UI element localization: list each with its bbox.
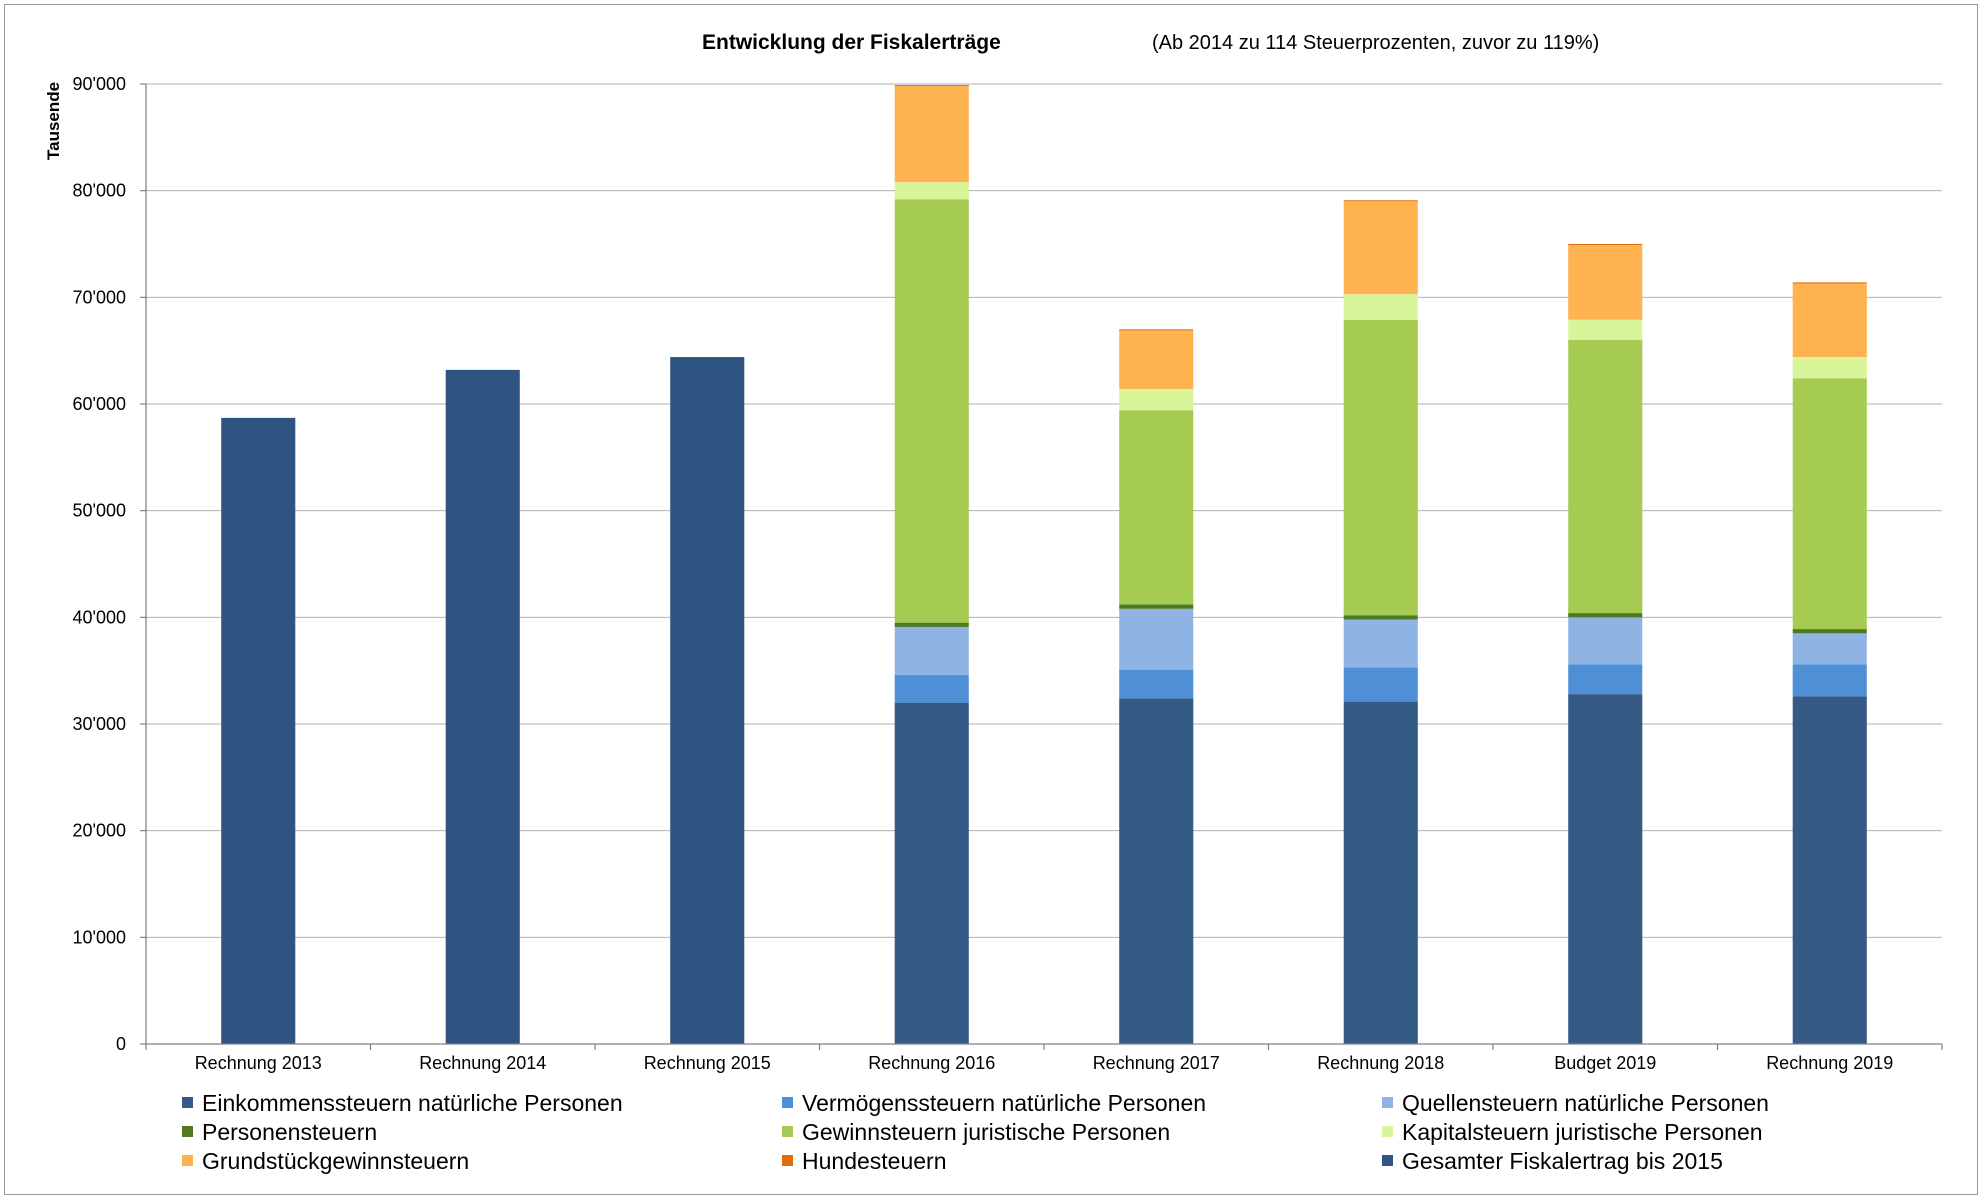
x-tick-label: Budget 2019 [1554,1053,1656,1073]
bar-segment: Grundstückgewinnsteuern – Rechnung 2017:… [1119,330,1194,390]
chart-subtitle: (Ab 2014 zu 114 Steuerprozenten, zuvor z… [1152,32,1599,54]
bar-segment: Gewinnsteuern juristische Personen – Rec… [1343,319,1418,616]
bar-segment: Einkommenssteuern natürliche Personen – … [894,702,969,1044]
legend-swatch [182,1126,193,1137]
legend-swatch [782,1155,793,1166]
x-tick-label: Rechnung 2013 [195,1053,322,1073]
bar-segment: Gewinnsteuern juristische Personen – Rec… [894,199,969,623]
bar-segment: Personensteuern – Rechnung 2019: 400 [1792,629,1867,634]
legend-label: Gesamter Fiskalertrag bis 2015 [1402,1148,1723,1174]
legend-label: Einkommenssteuern natürliche Personen [202,1090,623,1116]
bar-segment: Einkommenssteuern natürliche Personen – … [1792,696,1867,1044]
chart-frame [4,4,1978,1195]
bar-segment: Hundesteuern – Rechnung 2017: 100 [1119,329,1194,331]
x-tick-label: Rechnung 2017 [1093,1053,1220,1073]
bar-segment: Gesamter Fiskalertrag bis 2015 – Rechnun… [221,417,296,1044]
legend-swatch [182,1155,193,1166]
bar-segment: Personensteuern – Rechnung 2017: 400 [1119,604,1194,609]
bar-segment: Einkommenssteuern natürliche Personen – … [1119,698,1194,1044]
bar-segment: Personensteuern – Rechnung 2018: 400 [1343,615,1418,620]
bar-segment: Personensteuern – Rechnung 2016: 400 [894,622,969,627]
bar-series: Gesamter Fiskalertrag bis 2015 – Rechnun… [221,85,1867,1045]
legend-label: Kapitalsteuern juristische Personen [1402,1119,1763,1145]
bar-segment: Kapitalsteuern juristische Personen – Re… [1119,389,1194,411]
bar-segment: Vermögenssteuern natürliche Personen – R… [1792,664,1867,697]
bar-segment: Einkommenssteuern natürliche Personen – … [1568,694,1643,1044]
legend-swatch [1382,1126,1393,1137]
y-tick-label: 70'000 [73,287,127,307]
legend-swatch [1382,1097,1393,1108]
legend-swatch [1382,1155,1393,1166]
bar-segment: Vermögenssteuern natürliche Personen – R… [1343,667,1418,702]
legend-swatch [782,1126,793,1137]
bar-segment: Grundstückgewinnsteuern – Rechnung 2019:… [1792,283,1867,358]
bar-segment: Grundstückgewinnsteuern – Rechnung 2018:… [1343,201,1418,295]
bar-segment: Hundesteuern – Rechnung 2016: 100 [894,85,969,87]
bar-segment: Vermögenssteuern natürliche Personen – R… [894,674,969,703]
bar-segment: Quellensteuern natürliche Personen – Rec… [894,626,969,675]
bar-segment: Gesamter Fiskalertrag bis 2015 – Rechnun… [670,357,745,1045]
bar-segment: Vermögenssteuern natürliche Personen – R… [1119,669,1194,699]
bar-segment: Quellensteuern natürliche Personen – Bud… [1568,617,1643,665]
legend-label: Quellensteuern natürliche Personen [1402,1090,1769,1116]
y-tick-label: 20'000 [73,821,127,841]
x-tick-label: Rechnung 2014 [419,1053,546,1073]
bar-segment: Quellensteuern natürliche Personen – Rec… [1119,608,1194,670]
legend: Einkommenssteuern natürliche Personen Ver… [182,1090,1769,1174]
bar-segment: Hundesteuern – Rechnung 2019: 100 [1792,282,1867,284]
axes [145,84,1942,1045]
y-tick-label: 40'000 [73,607,127,627]
y-tick-label: 90'000 [73,74,127,94]
x-axis-ticks: Rechnung 2013 Rechnung 2014 Rechnung 2015 R… [145,1044,1943,1073]
bar-segment: Kapitalsteuern juristische Personen – Bu… [1568,319,1643,340]
chart-title: Entwicklung der Fiskalerträge [702,31,1001,54]
bar-segment: Kapitalsteuern juristische Personen – Re… [1343,294,1418,320]
bar-segment: Hundesteuern – Budget 2019: 100 [1568,244,1643,246]
legend-swatch [782,1097,793,1108]
y-tick-label: 60'000 [73,394,127,414]
legend-label: Vermögenssteuern natürliche Personen [802,1090,1206,1116]
legend-label: Grundstückgewinnsteuern [202,1148,469,1174]
y-tick-label: 50'000 [73,501,127,521]
gridlines [146,83,1942,938]
bar-segment: Kapitalsteuern juristische Personen – Re… [894,182,969,200]
x-tick-label: Rechnung 2018 [1317,1053,1444,1073]
bar-segment: Personensteuern – Budget 2019: 400 [1568,613,1643,618]
y-tick-label: 80'000 [73,181,127,201]
bar-segment: Quellensteuern natürliche Personen – Rec… [1792,633,1867,665]
y-tick-label: 10'000 [73,927,127,947]
x-tick-label: Rechnung 2016 [868,1053,995,1073]
bar-segment: Einkommenssteuern natürliche Personen – … [1343,701,1418,1044]
bar-segment: Gewinnsteuern juristische Personen – Bud… [1568,340,1643,614]
x-tick-label: Rechnung 2015 [644,1053,771,1073]
bar-segment: Gewinnsteuern juristische Personen – Rec… [1792,378,1867,630]
x-tick-label: Rechnung 2019 [1766,1053,1893,1073]
bar-segment: Hundesteuern – Rechnung 2018: 100 [1343,200,1418,202]
bar-segment: Grundstückgewinnsteuern – Rechnung 2016:… [894,86,969,183]
y-tick-label: 0 [116,1034,126,1054]
bar-segment: Vermögenssteuern natürliche Personen – B… [1568,664,1643,695]
y-axis-title: Tausende [44,82,63,160]
bar-segment: Kapitalsteuern juristische Personen – Re… [1792,357,1867,379]
legend-swatch [182,1097,193,1108]
bar-segment: Grundstückgewinnsteuern – Budget 2019: 7… [1568,245,1643,320]
bar-segment: Quellensteuern natürliche Personen – Rec… [1343,619,1418,668]
bar-segment: Gesamter Fiskalertrag bis 2015 – Rechnun… [445,369,520,1044]
y-axis-ticks: 0 10'000 20'000 30'000 40'000 50'000 60'000 70'… [73,74,146,1054]
legend-label: Hundesteuern [802,1148,947,1174]
legend-label: Gewinnsteuern juristische Personen [802,1119,1170,1145]
y-tick-label: 30'000 [73,714,127,734]
bar-segment: Gewinnsteuern juristische Personen – Rec… [1119,410,1194,605]
legend-label: Personensteuern [202,1119,377,1145]
